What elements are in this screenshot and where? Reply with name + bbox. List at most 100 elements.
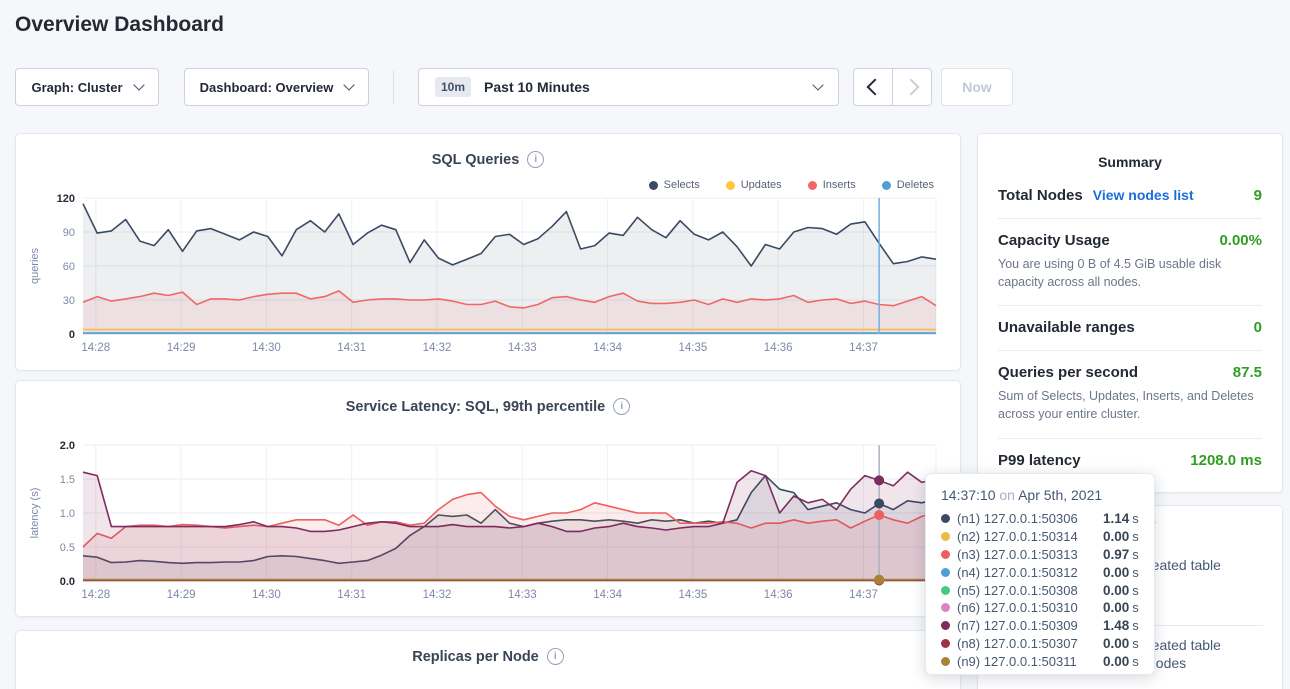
next-range-button[interactable] xyxy=(893,69,931,105)
graph-dropdown[interactable]: Graph: Cluster xyxy=(15,68,159,106)
tooltip-node-address: (n3) 127.0.0.1:50313 xyxy=(957,547,1103,562)
legend-item-deletes: Deletes xyxy=(882,179,934,191)
time-range-arrows xyxy=(853,68,932,106)
tooltip-node-value: 0.00 xyxy=(1103,654,1129,669)
tooltip-node-unit: s xyxy=(1132,529,1139,544)
time-range-label: Past 10 Minutes xyxy=(484,79,590,95)
summary-row: Capacity Usage0.00%You are using 0 B of … xyxy=(998,219,1262,306)
svg-text:14:28: 14:28 xyxy=(81,589,110,601)
dashboard-dropdown-label: Dashboard: Overview xyxy=(200,80,334,95)
summary-row-value: 9 xyxy=(1254,187,1262,204)
svg-text:14:34: 14:34 xyxy=(593,589,622,601)
chart-hover-tooltip: 14:37:10 on Apr 5th, 2021 (n1) 127.0.0.1… xyxy=(925,473,1155,675)
page-title: Overview Dashboard xyxy=(15,13,224,37)
service-latency-card: Service Latency: SQL, 99th percentile i … xyxy=(15,380,961,617)
service-latency-chart[interactable]: 14:2814:2914:3014:3114:3214:3314:3414:35… xyxy=(16,431,962,606)
legend-item-inserts: Inserts xyxy=(808,179,856,191)
view-nodes-list-link[interactable]: View nodes list xyxy=(1093,187,1194,203)
hover-dot xyxy=(874,498,884,508)
svg-text:14:31: 14:31 xyxy=(337,589,366,601)
tooltip-node-row: (n5) 127.0.0.1:503080.00s xyxy=(941,581,1154,599)
info-icon[interactable]: i xyxy=(613,398,630,415)
svg-text:30: 30 xyxy=(63,295,75,307)
tooltip-node-row: (n1) 127.0.0.1:503061.14s xyxy=(941,510,1154,528)
summary-row-value: 87.5 xyxy=(1233,364,1262,381)
tooltip-node-value: 0.00 xyxy=(1103,636,1129,651)
svg-text:queries: queries xyxy=(29,247,41,284)
svg-text:14:32: 14:32 xyxy=(423,342,452,354)
summary-row-label: Unavailable ranges xyxy=(998,319,1135,336)
summary-row-value: 1208.0 ms xyxy=(1190,452,1262,469)
tooltip-node-value: 0.97 xyxy=(1103,547,1129,562)
tooltip-node-address: (n7) 127.0.0.1:50309 xyxy=(957,618,1103,633)
svg-text:14:36: 14:36 xyxy=(764,589,793,601)
legend-dot-icon xyxy=(649,181,658,190)
svg-text:120: 120 xyxy=(57,193,75,205)
chevron-down-icon xyxy=(133,79,144,90)
tooltip-node-unit: s xyxy=(1132,618,1139,633)
legend-item-selects: Selects xyxy=(649,179,700,191)
tooltip-node-value: 1.14 xyxy=(1103,511,1129,526)
sql-queries-chart[interactable]: 14:2814:2914:3014:3114:3214:3314:3414:35… xyxy=(16,184,962,359)
info-icon[interactable]: i xyxy=(547,648,564,665)
tooltip-node-address: (n2) 127.0.0.1:50314 xyxy=(957,529,1103,544)
tooltip-node-row: (n3) 127.0.0.1:503130.97s xyxy=(941,546,1154,564)
svg-text:14:35: 14:35 xyxy=(679,342,708,354)
legend-label: Selects xyxy=(664,179,700,191)
tooltip-node-unit: s xyxy=(1132,547,1139,562)
sql-queries-title: SQL Queries xyxy=(432,152,520,168)
chevron-left-icon xyxy=(866,79,883,96)
tooltip-rows: (n1) 127.0.0.1:503061.14s(n2) 127.0.0.1:… xyxy=(941,510,1154,670)
tooltip-node-row: (n2) 127.0.0.1:503140.00s xyxy=(941,528,1154,546)
legend-item-updates: Updates xyxy=(726,179,782,191)
tooltip-node-value: 1.48 xyxy=(1103,618,1129,633)
node-color-dot-icon xyxy=(941,586,950,595)
tooltip-node-address: (n8) 127.0.0.1:50307 xyxy=(957,636,1103,651)
replicas-per-node-card: Replicas per Node i xyxy=(15,630,961,689)
time-range-dropdown[interactable]: 10m Past 10 Minutes xyxy=(418,68,839,106)
legend-dot-icon xyxy=(808,181,817,190)
prev-range-button[interactable] xyxy=(854,69,893,105)
svg-text:14:33: 14:33 xyxy=(508,589,537,601)
node-color-dot-icon xyxy=(941,603,950,612)
hover-dot xyxy=(874,475,884,485)
svg-text:1.0: 1.0 xyxy=(60,508,75,520)
tooltip-node-value: 0.00 xyxy=(1103,600,1129,615)
svg-text:14:34: 14:34 xyxy=(593,342,622,354)
svg-text:14:36: 14:36 xyxy=(764,342,793,354)
svg-text:0.5: 0.5 xyxy=(60,542,75,554)
summary-row: Total NodesView nodes list9 xyxy=(998,174,1262,219)
toolbar-divider xyxy=(393,70,394,104)
svg-text:14:29: 14:29 xyxy=(167,589,196,601)
svg-text:14:32: 14:32 xyxy=(423,589,452,601)
svg-text:0.0: 0.0 xyxy=(60,576,75,588)
dashboard-dropdown[interactable]: Dashboard: Overview xyxy=(184,68,369,106)
svg-text:14:33: 14:33 xyxy=(508,342,537,354)
replicas-per-node-title: Replicas per Node xyxy=(412,649,539,665)
sql-queries-card: SQL Queries i Selects Updates Inserts Delet… xyxy=(15,133,961,371)
node-color-dot-icon xyxy=(941,550,950,559)
tooltip-timestamp: 14:37:10 on Apr 5th, 2021 xyxy=(941,487,1154,503)
chevron-right-icon xyxy=(902,79,919,96)
tooltip-node-address: (n1) 127.0.0.1:50306 xyxy=(957,511,1103,526)
summary-row-label: Capacity Usage xyxy=(998,232,1110,249)
summary-row-description: You are using 0 B of 4.5 GiB usable disk… xyxy=(998,255,1262,291)
tooltip-node-row: (n8) 127.0.0.1:503070.00s xyxy=(941,635,1154,653)
legend-label: Deletes xyxy=(897,179,934,191)
svg-text:14:29: 14:29 xyxy=(167,342,196,354)
summary-row-value: 0 xyxy=(1254,319,1262,336)
tooltip-node-unit: s xyxy=(1132,565,1139,580)
svg-text:14:30: 14:30 xyxy=(252,342,281,354)
now-button[interactable]: Now xyxy=(941,68,1013,106)
tooltip-node-row: (n4) 127.0.0.1:503120.00s xyxy=(941,563,1154,581)
tooltip-node-unit: s xyxy=(1132,511,1139,526)
tooltip-node-unit: s xyxy=(1132,600,1139,615)
overview-dashboard-page: Overview Dashboard Graph: Cluster Dashbo… xyxy=(0,0,1290,689)
legend-dot-icon xyxy=(882,181,891,190)
legend-label: Inserts xyxy=(823,179,856,191)
tooltip-node-address: (n9) 127.0.0.1:50311 xyxy=(957,654,1103,669)
hover-dot xyxy=(874,575,884,585)
info-icon[interactable]: i xyxy=(527,151,544,168)
service-latency-title: Service Latency: SQL, 99th percentile xyxy=(346,399,606,415)
summary-row-label: P99 latency xyxy=(998,452,1081,469)
